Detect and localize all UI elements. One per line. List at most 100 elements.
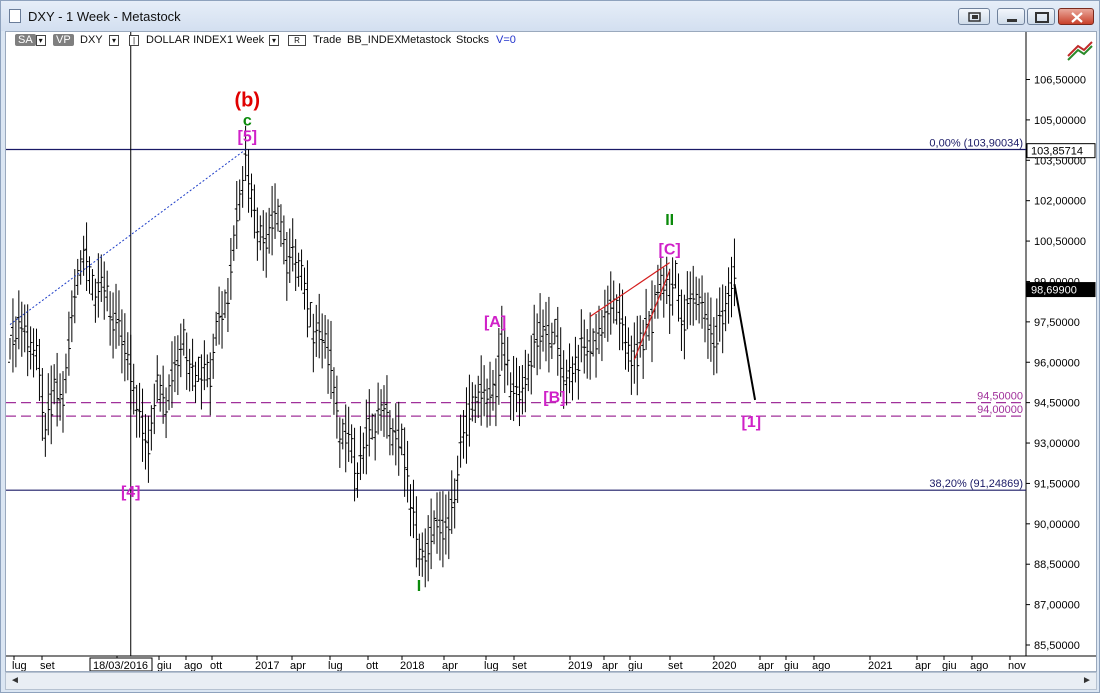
x-tick-label: apr — [290, 660, 306, 671]
y-tick-label: 90,00000 — [1034, 519, 1080, 531]
y-tick-label: 88,50000 — [1034, 559, 1080, 571]
toolbar-sa[interactable]: SA ▾ — [15, 33, 46, 47]
wave-label: II — [665, 212, 674, 229]
sa-dropdown-icon[interactable]: ▾ — [35, 35, 46, 46]
price-tag-box — [1026, 143, 1096, 159]
level-line-label: 94,50000 — [977, 391, 1023, 403]
price-tag-box — [1026, 282, 1096, 298]
level-line-label: 0,00% (103,90034) — [929, 138, 1023, 150]
wave-label: [B] — [543, 390, 565, 407]
x-tick-label: 2019 — [568, 660, 592, 671]
price-tag-label: 103,85714 — [1031, 146, 1083, 158]
scroll-left-icon[interactable]: ◄ — [10, 675, 20, 686]
wave-label: [5] — [237, 128, 257, 145]
y-tick-label: 87,00000 — [1034, 600, 1080, 612]
y-tick-label: 102,00000 — [1034, 196, 1086, 208]
x-tick-label: set — [668, 660, 683, 671]
x-tick-label: ago — [184, 660, 202, 671]
x-tick-label: apr — [442, 660, 458, 671]
restore-icon — [968, 12, 981, 22]
x-tick-label: set — [40, 660, 55, 671]
y-tick-label: 105,00000 — [1034, 115, 1086, 127]
price-chart[interactable]: 106,50000 105,00000 103,50000 102,00000 100,… — [6, 32, 1096, 671]
y-tick-label: 106,50000 — [1034, 75, 1086, 87]
r-button[interactable]: R — [288, 33, 306, 47]
y-tick-label: 91,50000 — [1034, 478, 1080, 490]
symbol-label: DXY — [80, 34, 103, 46]
title-bar[interactable]: DXY - 1 Week - Metastock — [1, 1, 1099, 31]
x-tick-label: 2020 — [712, 660, 736, 671]
x-tick-label: giu — [157, 660, 172, 671]
period-dropdown[interactable]: ▾ — [269, 33, 279, 47]
y-tick-label: 97,50000 — [1034, 317, 1080, 329]
chevron-down-icon: ▾ — [269, 35, 279, 46]
toolbar-vp[interactable]: VP — [53, 33, 74, 47]
period-label: 1 Week — [227, 34, 265, 46]
close-button[interactable] — [1058, 8, 1094, 25]
restore-button[interactable] — [958, 8, 990, 25]
close-icon — [1071, 12, 1083, 23]
wave-label: [1] — [742, 414, 762, 431]
sa-tag: SA — [15, 34, 36, 46]
x-tick-label: 18/03/2016 — [93, 660, 148, 671]
y-tick-label: 103,50000 — [1034, 155, 1086, 167]
wave-label: (b) — [235, 89, 261, 111]
description-label: DOLLAR INDEX — [146, 34, 227, 46]
x-tick-label: 2018 — [400, 660, 424, 671]
maximize-icon — [1035, 12, 1049, 23]
level-line-label: 94,00000 — [977, 404, 1023, 416]
x-tick-label: nov — [1008, 660, 1026, 671]
y-tick-label: 100,50000 — [1034, 236, 1086, 248]
x-tick-label: ago — [812, 660, 830, 671]
channel-lower-line — [633, 270, 671, 360]
dotted-trendline — [9, 149, 246, 325]
y-tick-label: 85,50000 — [1034, 640, 1080, 652]
minimize-icon — [1007, 19, 1017, 22]
source-label: Metastock — [401, 34, 452, 46]
r-label: R — [288, 35, 306, 46]
x-tick-label: apr — [758, 660, 774, 671]
x-tick-label: giu — [942, 660, 957, 671]
x-tick-label: ott — [366, 660, 378, 671]
horizontal-scrollbar[interactable]: ◄ ► — [5, 672, 1097, 690]
wave-label: [4] — [121, 484, 141, 501]
price-tag-label: 98,69900 — [1031, 285, 1077, 297]
maximize-button[interactable] — [1027, 8, 1055, 25]
category-label: Stocks — [456, 34, 490, 46]
drawing-tool-icon — [1067, 41, 1093, 61]
wave-label: [C] — [659, 242, 681, 259]
document-icon — [9, 9, 21, 23]
vp-tag: VP — [53, 34, 74, 46]
y-tick-label: 93,00000 — [1034, 438, 1080, 450]
x-tick-label: lug — [12, 660, 27, 671]
x-tick-label: apr — [602, 660, 618, 671]
x-cursor-label-box — [89, 657, 153, 671]
symbol-dropdown[interactable]: ▾ — [109, 33, 119, 47]
x-tick-label: 2017 — [255, 660, 279, 671]
wave-label: I — [417, 578, 421, 595]
x-tick-label: apr — [915, 660, 931, 671]
chevron-down-icon: ▾ — [109, 35, 119, 46]
minimize-button[interactable] — [997, 8, 1025, 25]
y-tick-label: 96,00000 — [1034, 357, 1080, 369]
x-tick-label: ago — [970, 660, 988, 671]
x-tick-label: giu — [784, 660, 799, 671]
projection-line — [733, 283, 757, 401]
x-tick-label: giu — [628, 660, 643, 671]
x-tick-label: set — [512, 660, 527, 671]
cursor-separator-icon: | — [129, 33, 139, 47]
volume-label: V=0 — [496, 34, 516, 46]
window-title: DXY - 1 Week - Metastock — [28, 9, 181, 24]
x-tick-label: lug — [328, 660, 343, 671]
level-line-label: 38,20% (91,24869) — [929, 478, 1023, 490]
trade-label: Trade — [313, 34, 342, 46]
x-tick-label: lug — [484, 660, 499, 671]
wave-label: c — [243, 112, 252, 129]
x-tick-label: ott — [210, 660, 222, 671]
chart-panel[interactable]: 106,50000 105,00000 103,50000 102,00000 100,… — [5, 31, 1097, 672]
y-tick-label: 94,50000 — [1034, 398, 1080, 410]
wave-label: [A] — [484, 314, 506, 331]
x-tick-label: 2021 — [868, 660, 892, 671]
scroll-right-icon[interactable]: ► — [1082, 675, 1092, 686]
